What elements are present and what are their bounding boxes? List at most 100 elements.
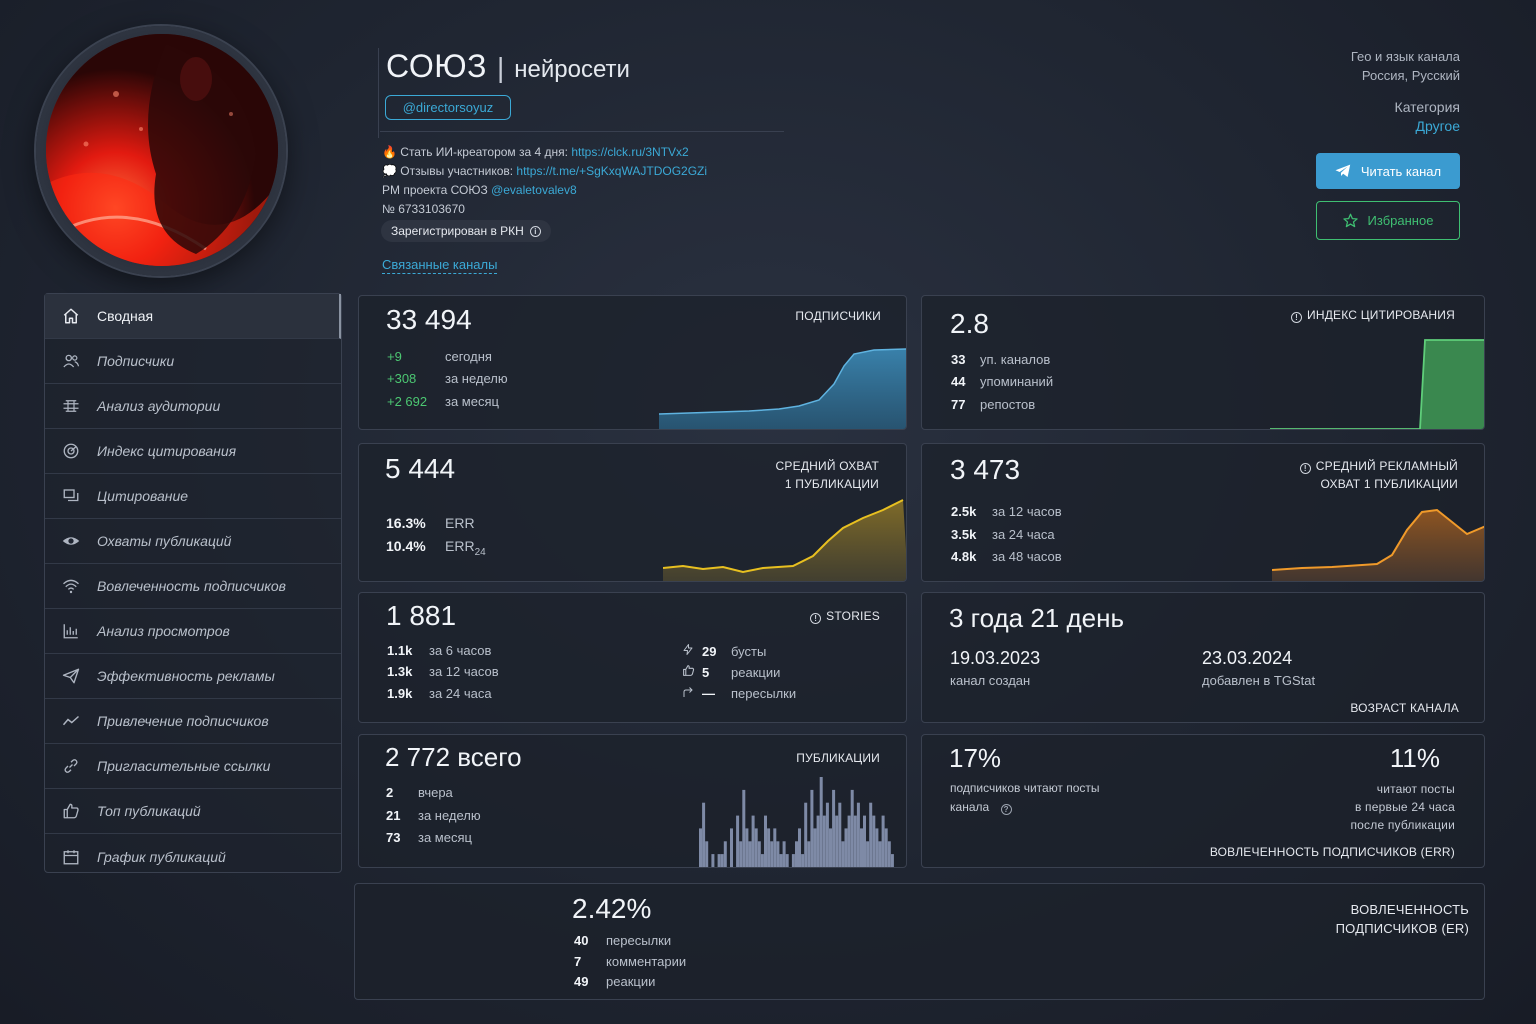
calendar-icon — [45, 848, 97, 866]
category-value[interactable]: Другое — [1415, 118, 1460, 134]
publications-bar — [853, 815, 857, 867]
subscribers-delta: +9 — [387, 349, 402, 364]
channel-handle[interactable]: @directorsoyuz — [385, 95, 511, 120]
sidebar-item-audience[interactable]: Анализ аудитории — [45, 384, 341, 429]
stories-views: 1.1k — [387, 643, 413, 658]
avg-reach-card[interactable]: 5 444 СРЕДНИЙ ОХВАТ 1 ПУБЛИКАЦИИ 16.3% ER… — [358, 443, 907, 582]
publications-bar — [785, 854, 789, 867]
desc-line-2-link[interactable]: https://t.me/+SgKxqWAJTDOG2GZi — [516, 164, 708, 178]
err-left-value: 17% — [949, 743, 1002, 773]
er-row: 7 комментарии — [574, 954, 686, 969]
avatar-artwork — [46, 34, 278, 266]
sidebar-item-growth[interactable]: Привлечение подписчиков — [45, 699, 341, 744]
tgstat-added-label: добавлен в TGStat — [1202, 673, 1316, 688]
stories-card[interactable]: 1 881 ! STORIES 1.1k за 6 часов 1.3k за 12 … — [358, 592, 907, 723]
desc-line-2: 💭 Отзывы участников: https://t.me/+SgKxq… — [382, 164, 707, 178]
ad-reach-row: 4.8k за 48 часов — [951, 549, 1062, 564]
publications-bar — [791, 854, 795, 867]
stories-boosts-value: 29 — [702, 644, 717, 659]
citation-index-card[interactable]: 2.8 ! ИНДЕКС ЦИТИРОВАНИЯ 33 уп. каналов 44… — [921, 295, 1485, 430]
channel-age-card[interactable]: 3 года 21 день 19.03.2023 канал создан 2… — [921, 592, 1485, 723]
sidebar-item-label: Привлечение подписчиков — [97, 713, 269, 729]
citation-label: уп. каналов — [980, 352, 1051, 367]
stories-period: за 12 часов — [429, 664, 499, 679]
er-count: 49 — [574, 974, 589, 989]
sidebar-item-engagement[interactable]: Вовлеченность подписчиков — [45, 564, 341, 609]
sidebar-item-reach[interactable]: Охваты публикаций — [45, 519, 341, 564]
sidebar-item-label: Индекс цитирования — [97, 443, 237, 459]
read-channel-button[interactable]: Читать канал — [1316, 153, 1460, 189]
citation-label: упоминаний — [980, 374, 1054, 389]
publications-count: 2 — [386, 785, 394, 800]
publications-bar — [742, 789, 746, 867]
publications-bar — [760, 854, 764, 867]
sidebar-item-ads[interactable]: Эффективность рекламы — [45, 654, 341, 699]
sidebar-item-schedule[interactable]: График публикаций — [45, 834, 341, 879]
err-row: 16.3% ERR — [386, 515, 475, 531]
sidebar-item-label: Топ публикаций — [97, 803, 201, 819]
stories-forwards-label: пересылки — [731, 686, 797, 701]
stories-forwards-value: — — [702, 686, 715, 701]
sidebar-item-top-posts[interactable]: Топ публикаций — [45, 789, 341, 834]
info-icon: ! — [1291, 312, 1303, 323]
sidebar-item-subscribers[interactable]: Подписчики — [45, 339, 341, 384]
ad-reach-card[interactable]: 3 473 ! СРЕДНИЙ РЕКЛАМНЫЙ ОХВАТ 1 ПУБЛИКА… — [921, 443, 1485, 582]
star-icon — [1342, 213, 1358, 228]
err-right-text-2: в первые 24 часа — [1354, 800, 1455, 814]
subscribers-card[interactable]: 33 494 ПОДПИСЧИКИ +9 сегодня +308 за недел… — [358, 295, 907, 430]
info-icon: ! — [810, 613, 822, 624]
desc-line-1-link[interactable]: https://clck.ru/3NTVx2 — [571, 145, 689, 159]
publications-bar — [720, 854, 724, 867]
sidebar-item-views[interactable]: Анализ просмотров — [45, 609, 341, 654]
sidebar-item-label: Подписчики — [97, 353, 175, 369]
channel-age-caption: ВОЗРАСТ КАНАЛА — [1350, 701, 1459, 715]
er-caption-line-2: ПОДПИСЧИКОВ (ER) — [1335, 921, 1469, 936]
sidebar-item-invite-links[interactable]: Пригласительные ссылки — [45, 744, 341, 789]
header-divider-horizontal — [380, 131, 784, 132]
err-engagement-card[interactable]: 17% подписчиков читают посты канала ? 11… — [921, 734, 1485, 868]
publications-bar — [844, 828, 848, 867]
share-icon — [682, 686, 702, 701]
er-label: комментарии — [606, 954, 687, 969]
channel-created-label: канал создан — [950, 673, 1031, 688]
engagement-icon — [45, 577, 97, 595]
channel-title: СОЮЗ | нейросети — [386, 48, 630, 85]
favorite-button[interactable]: Избранное — [1316, 201, 1460, 240]
sidebar-item-citation-index[interactable]: Индекс цитирования — [45, 429, 341, 474]
rkn-badge[interactable]: Зарегистрирован в РКН i — [381, 220, 551, 242]
sidebar-item-label: Пригласительные ссылки — [97, 758, 271, 774]
sidebar-item-citations[interactable]: Цитирование — [45, 474, 341, 519]
err-right-text: читают посты в первые 24 часа после публ… — [1350, 780, 1455, 834]
subscribers-value: 33 494 — [386, 304, 472, 335]
help-icon[interactable]: ? — [1000, 804, 1012, 815]
sidebar-item-label: Вовлеченность подписчиков — [97, 578, 286, 594]
citation-index-sparkline — [1270, 339, 1484, 429]
citation-row: 77 репостов — [951, 397, 1035, 412]
publications-bar — [887, 841, 891, 867]
publications-bar — [884, 828, 888, 867]
publications-value: 2 772 всего — [385, 742, 522, 772]
sidebar-item-label: Анализ аудитории — [97, 398, 221, 414]
related-channels-link[interactable]: Связанные каналы — [382, 257, 498, 274]
desc-line-3-link[interactable]: @evaletovalev8 — [491, 183, 577, 197]
users-icon — [45, 352, 97, 370]
publications-bar — [841, 841, 845, 867]
stories-reactions-label: реакции — [731, 665, 781, 680]
sidebar-item-summary[interactable]: Сводная — [45, 294, 341, 339]
subscribers-row: +2 692 за месяц — [387, 394, 499, 409]
er-engagement-card[interactable]: 2.42% 40 пересылки 7 комментарии 49 реакции… — [354, 883, 1485, 1000]
ad-reach-row: 2.5k за 12 часов — [951, 504, 1062, 519]
er-label: реакции — [606, 974, 656, 989]
er-label: пересылки — [606, 933, 672, 948]
desc-line-4: № 6733103670 — [382, 202, 465, 216]
geo-label: Гео и язык канала — [1350, 49, 1460, 64]
avg-reach-caption: СРЕДНИЙ ОХВАТ 1 ПУБЛИКАЦИИ — [776, 457, 879, 493]
publications-bar — [736, 815, 740, 867]
publications-caption: ПУБЛИКАЦИИ — [796, 751, 880, 765]
publications-bar — [782, 841, 786, 867]
stories-reactions-value: 5 — [702, 665, 710, 680]
publications-card[interactable]: 2 772 всего ПУБЛИКАЦИИ 2 вчера 21 за недел… — [358, 734, 907, 868]
publications-row: 21 за неделю — [386, 808, 481, 823]
publications-bar — [835, 815, 839, 867]
publications-bar — [881, 815, 885, 867]
